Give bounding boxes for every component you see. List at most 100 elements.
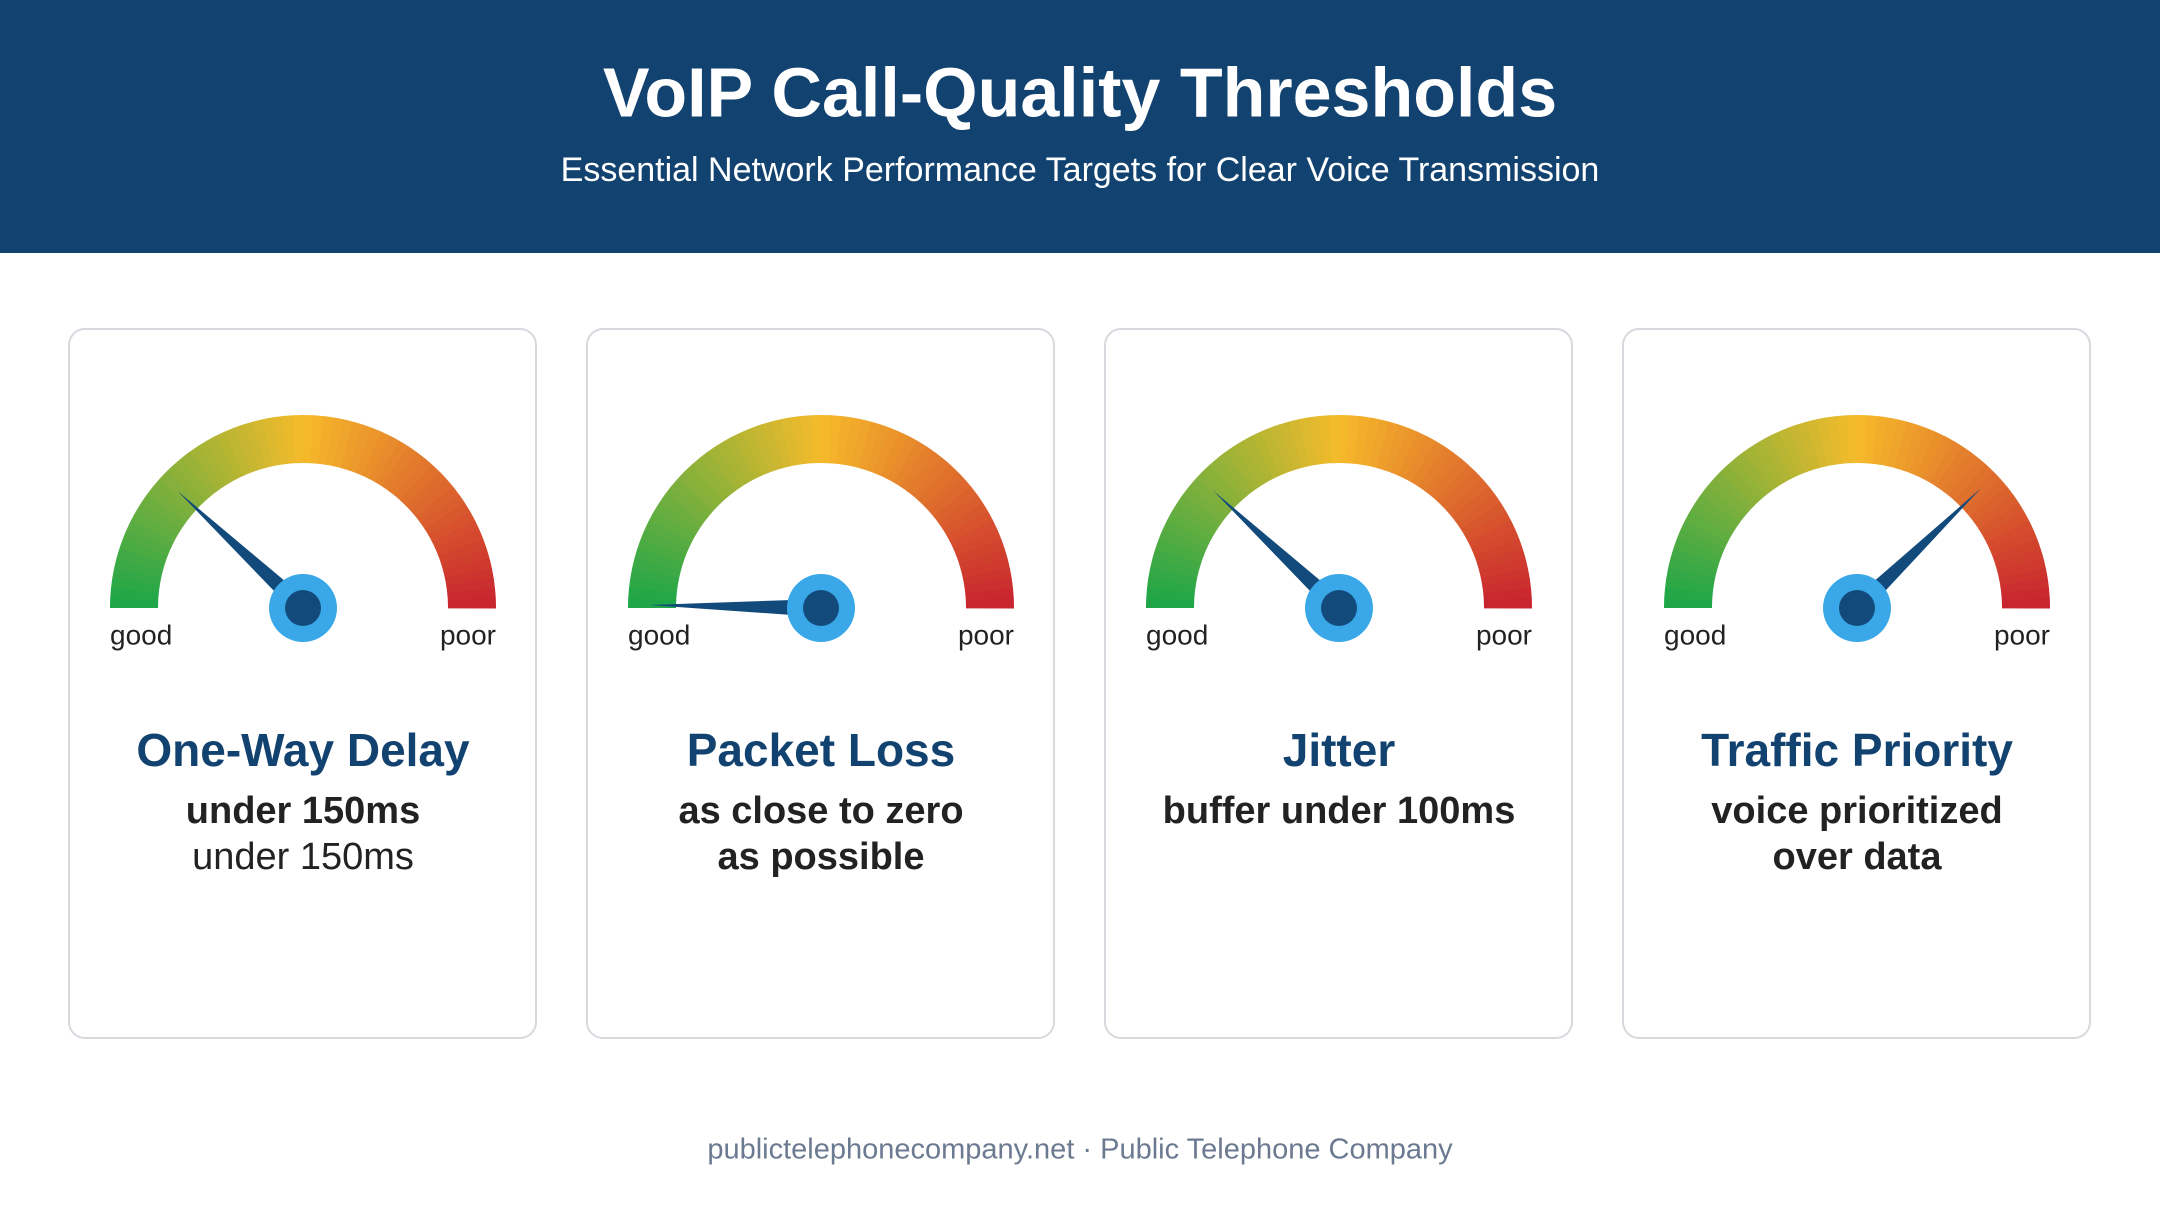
gauge-arc [950,520,998,550]
gauge-arc [649,511,696,543]
gauge-arc [671,478,714,517]
gauge-arc [938,494,984,530]
gauge-arc [1269,424,1295,473]
gauge-arc [1298,417,1317,467]
gauge-arc [1479,558,1528,579]
gauge-arc [2001,597,2051,609]
gauge-arc [2001,587,2050,601]
gauge-label-poor: poor [1476,619,1532,650]
gauge-arc [1664,587,1713,601]
gauge-arc [644,519,692,550]
gauge-arc [1915,431,1946,479]
gauge-arc [893,440,927,487]
gauge-arc [1769,431,1799,479]
gauge-arc [173,457,213,501]
gauge-arc [1189,478,1232,517]
gauge-arc [1233,440,1267,487]
gauge-arc [243,421,266,471]
gauge-arc [956,538,1005,564]
gauge-arc [381,446,417,491]
gauge-label-poor: poor [958,619,1014,650]
gauge-arc [1982,511,2030,543]
gauge-arc [851,419,872,469]
needle-hub [803,590,839,626]
gauge-arc [1476,548,1526,571]
gauge-arc [122,529,171,557]
gauge-arc [1994,548,2044,571]
gauge-arc [1673,538,1722,564]
gauge-arc [707,445,743,491]
gauge-arc [953,529,1002,557]
gauge-arc [965,587,1014,601]
gauge-arc [1760,435,1792,483]
gauge-arc [821,415,832,464]
gauge-arc [1879,417,1898,467]
gauge-arc [923,471,965,512]
subtitle: Essential Network Performance Targets fo… [561,151,1600,189]
gauge-arc [899,446,935,491]
gauge-arc [1318,415,1332,464]
gauge-label-poor: poor [1994,619,2050,650]
gauge-arc [1954,464,1994,506]
gauge-arc [942,502,989,536]
gauge-arc [159,471,201,511]
gauge-arc [1935,446,1971,491]
gauge-arc [1177,494,1222,530]
gauge-arc [933,486,978,524]
gauge-arc [1735,451,1773,496]
gauge-label-good: good [1664,619,1726,650]
gauge-arc [800,415,814,464]
gauge-arc [1908,427,1936,476]
gauge-arc [632,557,682,578]
card-line: under 150ms [192,836,414,878]
gauge-arc [1948,458,1987,501]
gauge-arc [146,486,191,523]
needle [177,490,310,615]
gauge-arc [843,417,862,467]
gauge-arc [1155,538,1204,564]
gauge-arc [1787,424,1813,473]
gauge-arc [1242,435,1274,483]
gauge-arc [1251,431,1281,479]
gauge-arc [1942,451,1979,496]
gauge-arc [394,458,433,501]
gauge-arc [375,440,409,487]
gauge-arc [928,478,972,518]
gauge-arc [810,414,822,464]
gauge-arc [1390,427,1418,476]
gauge-arc [1182,486,1227,523]
gauge-arc [1664,597,1713,608]
title: VoIP Call-Quality Thresholds [603,53,1557,131]
gauge-arc [1707,478,1750,517]
gauge-arc [1713,471,1755,511]
gauge-arc [771,419,792,468]
gauge-arc [224,427,252,476]
gauge-arc [1992,538,2041,564]
gauge-arc [1376,421,1400,471]
gauge-arc [310,415,324,464]
gauge-arc [1685,511,1732,543]
gauge-arc [1922,436,1954,483]
gauge-label-good: good [110,619,172,650]
gauge-arc [1670,547,1720,571]
gauge-arc [1471,529,1520,557]
gauge-arc [1700,486,1745,523]
gauge-arc [1480,567,1530,586]
gauge-arc [1436,464,1476,506]
gauge-arc [858,421,882,471]
gauge-arc [1989,529,2038,557]
gauge-arc [1483,587,1532,601]
gauge-arc [691,457,731,501]
gauge-arc [1451,486,1496,524]
gauge-arc [684,464,725,506]
gauge-arc [1260,427,1288,476]
gauge-arc [428,511,476,543]
gauge-arc [664,486,709,523]
card-line: over data [1773,836,1943,878]
gauge-arc [1695,494,1740,530]
gauge-arc [1171,502,1218,536]
gauge-arc [724,435,756,483]
gauge-arc [1328,414,1340,464]
gauge-arc [1816,417,1835,467]
